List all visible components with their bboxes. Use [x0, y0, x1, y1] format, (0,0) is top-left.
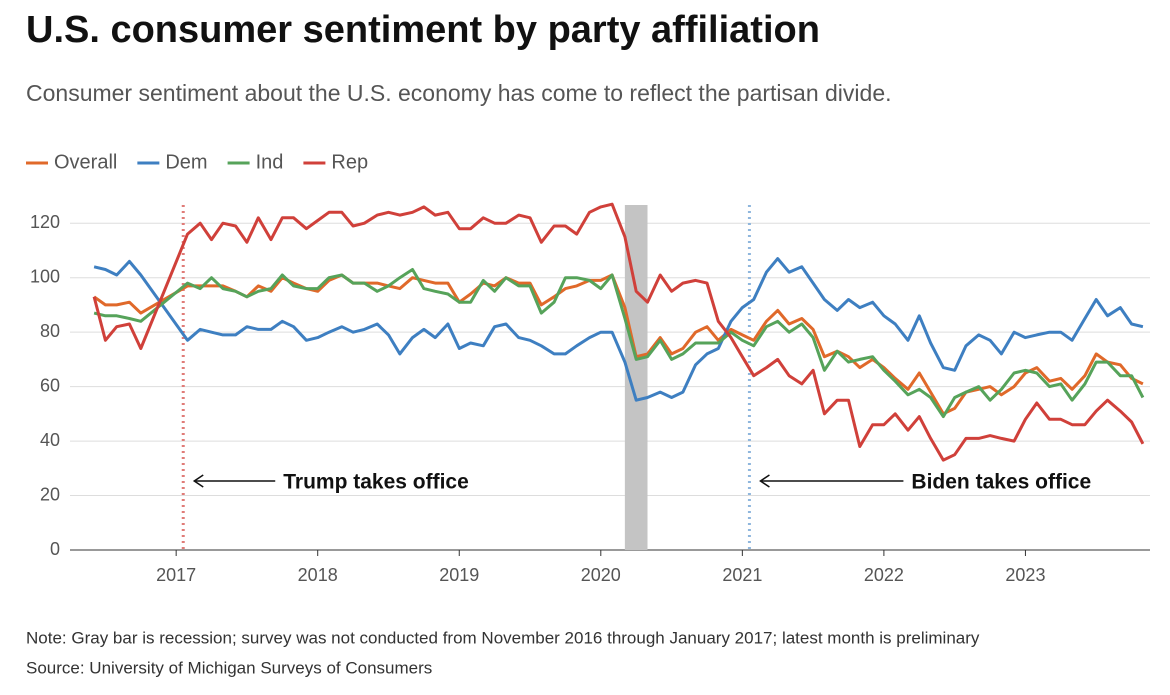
series-line	[93, 257, 1144, 402]
y-tick-label: 20	[40, 484, 60, 504]
y-tick-label: 40	[40, 430, 60, 450]
x-tick-label: 2017	[156, 565, 196, 585]
legend-label: Rep	[331, 151, 368, 173]
note: Note: Gray bar is recession; survey was …	[26, 628, 980, 647]
y-tick-label: 60	[40, 375, 60, 395]
source: Source: University of Michigan Surveys o…	[26, 658, 432, 677]
recession-bar	[624, 205, 648, 550]
y-tick-label: 100	[30, 266, 60, 286]
x-tick-label: 2023	[1005, 565, 1045, 585]
y-tick-label: 80	[40, 321, 60, 341]
event-label: Trump takes office	[283, 471, 469, 494]
arrow-head	[192, 474, 204, 488]
x-tick-label: 2022	[864, 565, 904, 585]
event-label: Biden takes office	[911, 471, 1091, 494]
y-tick-label: 120	[30, 212, 60, 232]
x-tick-label: 2018	[298, 565, 338, 585]
series-line	[93, 268, 1145, 419]
legend-label: Ind	[256, 151, 284, 173]
x-tick-label: 2019	[439, 565, 479, 585]
y-tick-label: 0	[50, 539, 60, 559]
x-tick-label: 2020	[581, 565, 621, 585]
chart-subtitle: Consumer sentiment about the U.S. econom…	[26, 80, 892, 106]
arrow-head	[759, 474, 770, 488]
x-tick-label: 2021	[722, 565, 762, 585]
chart-title: U.S. consumer sentiment by party affilia…	[26, 9, 820, 51]
series-line	[92, 202, 1145, 462]
legend-label: Dem	[165, 151, 207, 173]
legend-label: Overall	[54, 151, 117, 173]
